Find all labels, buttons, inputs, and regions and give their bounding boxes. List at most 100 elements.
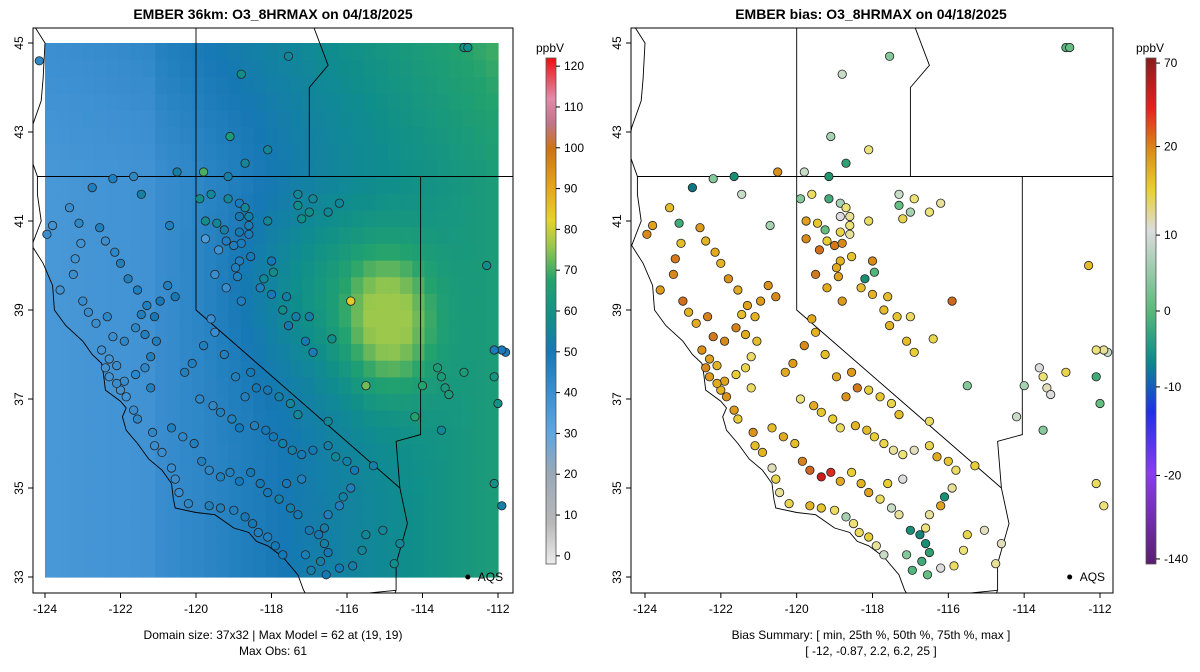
station-point — [183, 498, 193, 509]
grid-cell — [142, 109, 156, 128]
grid-cell — [387, 343, 401, 361]
grid-cell — [375, 560, 389, 578]
grid-cell — [375, 159, 389, 178]
grid-cell — [387, 360, 401, 378]
station-point — [809, 401, 819, 411]
station-point — [879, 305, 889, 315]
x-tick-label: -118 — [861, 602, 884, 616]
station-point — [263, 532, 273, 542]
colorbar: ppbV -140 -20 -10 0 10 20 70 — [1136, 41, 1188, 566]
station-point — [1099, 345, 1109, 355]
grid-cell — [118, 310, 132, 328]
grid-cell — [106, 560, 119, 578]
station-point — [820, 225, 830, 235]
station-point — [91, 318, 101, 328]
plot-frame — [630, 27, 1114, 594]
grid-cell — [302, 176, 315, 194]
station-point — [991, 559, 1001, 569]
grid-cell — [363, 143, 377, 161]
y-tick-label: 37 — [610, 392, 624, 406]
grid-cell — [302, 59, 315, 77]
grid-cell — [106, 59, 119, 77]
grid-cell — [387, 109, 401, 128]
station-point — [810, 327, 821, 337]
grid-cell — [45, 410, 58, 428]
grid-cell — [94, 376, 107, 395]
grid-cell — [106, 93, 119, 111]
grid-cell — [449, 343, 462, 361]
grid-cell — [277, 243, 291, 261]
station-point — [215, 407, 226, 417]
grid-cell — [338, 393, 352, 411]
grid-cell — [400, 93, 413, 111]
grid-cell — [436, 526, 450, 545]
grid-cell — [400, 476, 413, 495]
grid-cell — [473, 59, 487, 77]
grid-cell — [57, 243, 70, 261]
grid-cell — [412, 76, 426, 94]
grid-cell — [57, 310, 70, 328]
grid-cell — [473, 43, 487, 61]
grid-cell — [265, 159, 279, 178]
grid-cell — [216, 293, 230, 311]
grid-cell — [204, 59, 217, 77]
grid-cell — [485, 109, 499, 128]
station-point — [924, 510, 935, 520]
grid-cell — [253, 310, 266, 328]
station-point — [864, 216, 874, 226]
station-point — [767, 423, 777, 433]
grid-cell — [400, 293, 413, 311]
grid-cell — [81, 376, 95, 395]
station-point — [204, 465, 214, 475]
grid-cell — [265, 510, 279, 528]
colorbar-tick-label: 40 — [564, 386, 578, 400]
station-point — [459, 367, 469, 377]
grid-cell — [302, 43, 315, 61]
station-point — [293, 189, 303, 199]
station-point — [812, 218, 823, 228]
station-point — [835, 227, 845, 237]
grid-cell — [216, 93, 230, 111]
grid-cell — [45, 259, 58, 278]
station-point — [780, 367, 790, 377]
grid-cell — [45, 76, 58, 94]
station-point — [996, 538, 1007, 549]
grid-cell — [412, 109, 426, 128]
grid-cell — [81, 493, 95, 511]
grid-cell — [289, 326, 303, 344]
station-point — [721, 392, 732, 402]
station-point — [848, 518, 859, 529]
grid-cell — [204, 376, 217, 395]
grid-cell — [473, 209, 487, 228]
grid-cell — [253, 460, 266, 478]
station-point — [136, 189, 146, 199]
grid-cell — [375, 293, 389, 311]
grid-cell — [363, 193, 377, 211]
grid-cell — [277, 143, 291, 161]
station-point — [670, 254, 680, 264]
grid-cell — [485, 310, 499, 328]
grid-cell — [179, 326, 193, 344]
grid-cell — [461, 493, 475, 511]
grid-cell — [412, 293, 426, 311]
grid-cell — [179, 510, 193, 528]
station-point — [716, 258, 726, 268]
aqs-marker — [465, 574, 471, 580]
station-point — [810, 269, 821, 279]
grid-cell — [45, 109, 58, 128]
station-point — [740, 329, 751, 340]
grid-cell — [302, 76, 315, 94]
grid-cell — [216, 176, 230, 194]
grid-cell — [253, 293, 266, 311]
grid-cell — [228, 176, 242, 194]
grid-cell — [216, 543, 230, 561]
station-point — [771, 292, 781, 302]
grid-cell — [155, 243, 168, 261]
grid-cell — [400, 193, 413, 211]
grid-cell — [69, 43, 83, 61]
station-point — [104, 354, 114, 364]
colorbar-tick-label: -140 — [1164, 552, 1188, 566]
grid-cell — [351, 393, 364, 411]
station-point — [917, 556, 927, 567]
grid-cell — [69, 376, 83, 395]
